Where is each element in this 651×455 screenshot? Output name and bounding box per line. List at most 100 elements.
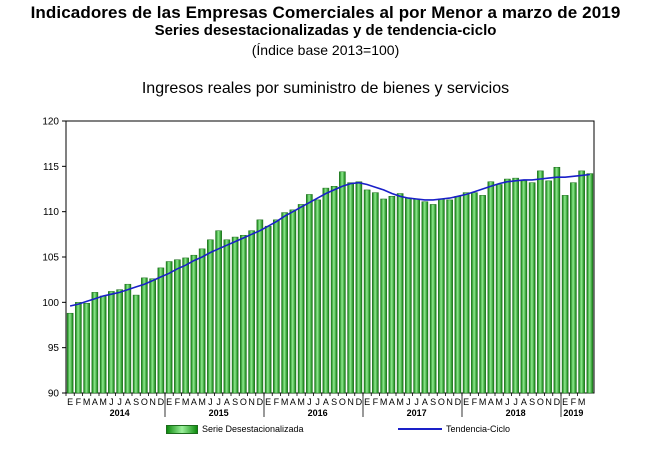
y-tick-label: 110 [43, 207, 59, 218]
x-tick-label: J [315, 397, 320, 407]
bar [454, 196, 462, 394]
year-label: 2015 [209, 408, 229, 418]
x-tick-label: O [339, 397, 346, 407]
bar [396, 193, 404, 394]
year-label: 2014 [110, 408, 130, 418]
x-tick-label: E [265, 397, 271, 407]
x-tick-label: F [175, 397, 181, 407]
bar [207, 239, 214, 394]
x-tick-label: J [117, 397, 122, 407]
bar [471, 192, 478, 394]
x-tick-label: S [232, 397, 238, 407]
x-tick-label: D [158, 397, 165, 407]
bar [116, 289, 123, 394]
bar [66, 312, 74, 394]
bar [314, 199, 321, 394]
x-tick-label: S [529, 397, 535, 407]
x-tick-label: F [472, 397, 478, 407]
bar [578, 170, 585, 394]
legend-swatch-bars [166, 424, 198, 434]
x-tick-label: A [521, 397, 527, 407]
bar [586, 173, 594, 394]
legend-item-bars: Serie Desestacionalizada [166, 424, 304, 434]
bar [380, 198, 387, 394]
bar [240, 234, 247, 394]
x-tick-label: J [216, 397, 221, 407]
bar [495, 184, 503, 394]
bar [264, 225, 272, 394]
x-tick-label: A [290, 397, 296, 407]
x-tick-label: E [463, 397, 469, 407]
chart-title: Ingresos reales por suministro de bienes… [141, 80, 510, 97]
bar [165, 261, 173, 394]
x-tick-label: M [297, 397, 305, 407]
bar [231, 236, 239, 394]
page-title: Indicadores de las Empresas Comerciales … [30, 3, 621, 22]
bar [413, 198, 420, 394]
bar [372, 192, 379, 394]
x-tick-label: J [513, 397, 518, 407]
x-tick-label: M [99, 397, 107, 407]
bar [330, 186, 338, 394]
x-tick-label: M [578, 397, 586, 407]
y-tick-label: 105 [42, 253, 59, 264]
x-tick-label: N [347, 397, 354, 407]
x-tick-label: J [307, 397, 312, 407]
x-tick-label: M [396, 397, 404, 407]
x-tick-label: A [125, 397, 131, 407]
year-label: 2018 [506, 408, 526, 418]
x-tick-label: F [274, 397, 280, 407]
index-base-note: (Índice base 2013=100) [251, 42, 400, 58]
bar [545, 180, 552, 394]
bar [421, 201, 429, 394]
x-tick-label: N [149, 397, 156, 407]
bar [322, 187, 330, 394]
bar [561, 195, 569, 394]
x-tick-label: A [191, 397, 197, 407]
x-tick-label: A [92, 397, 98, 407]
x-tick-label: E [166, 397, 172, 407]
bar [124, 283, 132, 394]
bar [182, 257, 189, 394]
x-tick-label: S [331, 397, 337, 407]
bar [289, 209, 297, 394]
bar [141, 277, 148, 394]
x-tick-label: J [109, 397, 114, 407]
bar [83, 302, 90, 394]
bar [537, 170, 544, 394]
bar [108, 291, 115, 394]
bar [91, 292, 99, 394]
x-tick-label: A [224, 397, 230, 407]
bar [339, 171, 346, 394]
bar [570, 182, 577, 394]
x-tick-label: E [67, 397, 73, 407]
x-tick-label: M [380, 397, 388, 407]
bar [528, 182, 536, 394]
x-tick-label: A [389, 397, 395, 407]
x-tick-label: E [364, 397, 370, 407]
y-tick-label: 95 [48, 343, 60, 354]
bar [388, 196, 396, 394]
x-tick-label: N [545, 397, 552, 407]
bar [405, 197, 412, 394]
x-tick-label: N [248, 397, 255, 407]
x-tick-label: O [438, 397, 445, 407]
legend-label-line: Tendencia-Ciclo [446, 424, 511, 434]
bar [223, 239, 231, 394]
x-tick-label: M [281, 397, 289, 407]
x-tick-label: F [571, 397, 577, 407]
year-label: 2017 [407, 408, 427, 418]
x-tick-label: M [479, 397, 487, 407]
bar [75, 302, 82, 394]
year-label: 2016 [308, 408, 328, 418]
bar [99, 295, 107, 394]
bar [132, 294, 140, 394]
x-tick-label: D [257, 397, 264, 407]
bar [429, 204, 437, 394]
y-tick-label: 100 [42, 298, 59, 309]
bar [256, 219, 264, 394]
x-tick-label: M [182, 397, 190, 407]
bar [504, 178, 511, 394]
y-tick-label: 115 [43, 162, 59, 173]
bar [174, 259, 181, 394]
